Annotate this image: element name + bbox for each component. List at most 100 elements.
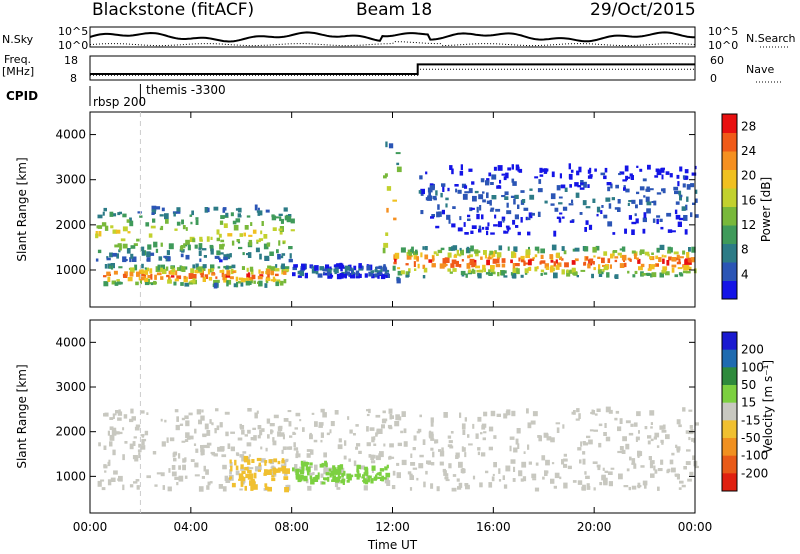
heatmap-cell [485,470,489,474]
heatmap-cell [510,272,514,276]
heatmap-cell [293,442,296,447]
heatmap-cell [199,258,202,262]
heatmap-cell [452,474,457,477]
heatmap-cell [467,214,471,218]
heatmap-cell [245,280,250,286]
heatmap-cell [554,207,559,212]
heatmap-cell [392,470,396,476]
heatmap-cell [266,242,271,247]
heatmap-cell [235,465,239,471]
heatmap-cell [650,273,653,278]
heatmap-cell [124,414,127,417]
heatmap-cell [596,408,601,412]
heatmap-cell [656,171,662,176]
heatmap-cell [341,478,346,482]
heatmap-cell [294,427,298,430]
heatmap-cell [184,282,190,287]
heatmap-cell [676,446,681,451]
heatmap-cell [386,207,389,213]
heatmap-cell [104,470,107,473]
heatmap-cell [682,270,688,274]
heatmap-cell [161,441,166,447]
heatmap-cell [592,246,597,253]
power-colorbar-tick: 16 [741,193,756,207]
heatmap-cell [288,446,293,450]
heatmap-cell [246,215,251,218]
heatmap-cell [117,212,121,216]
heatmap-cell [393,217,397,221]
heatmap-cell [503,230,507,234]
heatmap-cell [498,479,502,482]
heatmap-cell [193,274,197,279]
heatmap-cell [448,219,451,224]
heatmap-cell [297,453,301,458]
date-label: 29/Oct/2015 [590,0,696,20]
heatmap-cell [606,272,610,278]
heatmap-cell [210,451,215,454]
heatmap-cell [447,268,451,272]
heatmap-cell [337,467,342,473]
heatmap-cell [574,247,580,252]
heatmap-cell [232,220,237,225]
heatmap-cell [240,277,245,283]
heatmap-cell [601,205,604,208]
heatmap-cell [377,472,381,475]
heatmap-cell [464,417,467,422]
heatmap-cell [489,250,494,256]
heatmap-cell [676,449,680,453]
heatmap-cell [145,267,149,272]
heatmap-cell [571,411,574,415]
heatmap-cell [290,218,295,224]
heatmap-cell [243,460,249,463]
heatmap-cell [385,472,391,478]
heatmap-cell [413,435,417,441]
heatmap-cell [126,248,131,254]
heatmap-cell [329,266,332,269]
heatmap-cell [482,199,486,203]
heatmap-cell [344,273,347,279]
heatmap-cell [455,455,459,459]
heatmap-cell [528,212,533,219]
heatmap-cell [327,476,330,482]
heatmap-cell [471,268,475,274]
heatmap-cell [231,482,236,488]
heatmap-cell [641,273,646,276]
power-colorbar-tick: 28 [741,119,756,133]
heatmap-cell [283,461,287,467]
heatmap-cell [684,229,688,235]
heatmap-cell [329,429,332,434]
heatmap-cell [133,436,137,439]
heatmap-cell [129,443,134,450]
power-colorbar-tick: 20 [741,169,756,183]
heatmap-cell [627,176,631,179]
heatmap-cell [173,458,177,462]
heatmap-cell [419,454,424,458]
heatmap-cell [330,470,335,476]
heatmap-cell [289,435,293,438]
heatmap-cell [122,243,128,249]
heatmap-cell [129,484,134,488]
colorbar-swatch [722,367,737,386]
heatmap-cell [629,456,632,461]
heatmap-cell [230,446,235,452]
heatmap-cell [306,453,311,458]
heatmap-cell [295,473,300,478]
heatmap-cell [274,268,280,272]
heatmap-cell [654,432,660,438]
heatmap-cell [269,251,274,256]
heatmap-cell [373,443,377,446]
heatmap-cell [203,465,206,472]
heatmap-cell [283,472,288,476]
heatmap-cell [267,434,270,439]
heatmap-cell [587,263,591,269]
heatmap-cell [193,443,197,446]
heatmap-cell [237,437,243,441]
heatmap-cell [323,468,328,475]
heatmap-cell [185,227,188,231]
heatmap-cell [430,216,435,219]
heatmap-cell [239,488,243,491]
heatmap-cell [256,239,261,243]
heatmap-cell [622,436,627,442]
heatmap-cell [687,257,691,262]
heatmap-cell [118,249,121,253]
